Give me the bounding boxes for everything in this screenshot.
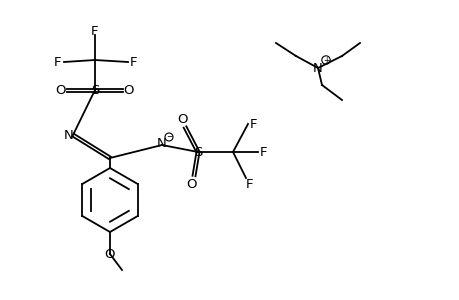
- Text: F: F: [91, 25, 99, 38]
- Text: O: O: [186, 178, 197, 190]
- Text: N: N: [157, 136, 167, 149]
- Text: N: N: [313, 61, 322, 74]
- Text: +: +: [322, 56, 329, 64]
- Text: O: O: [105, 248, 115, 260]
- Text: F: F: [130, 56, 137, 68]
- Text: F: F: [54, 56, 62, 68]
- Text: S: S: [193, 146, 202, 158]
- Text: −: −: [165, 133, 172, 142]
- Text: S: S: [90, 83, 99, 97]
- Text: O: O: [56, 83, 66, 97]
- Text: F: F: [250, 118, 257, 130]
- Text: N: N: [64, 128, 74, 142]
- Text: O: O: [123, 83, 134, 97]
- Text: F: F: [246, 178, 253, 190]
- Text: F: F: [260, 146, 267, 158]
- Text: O: O: [177, 112, 188, 125]
